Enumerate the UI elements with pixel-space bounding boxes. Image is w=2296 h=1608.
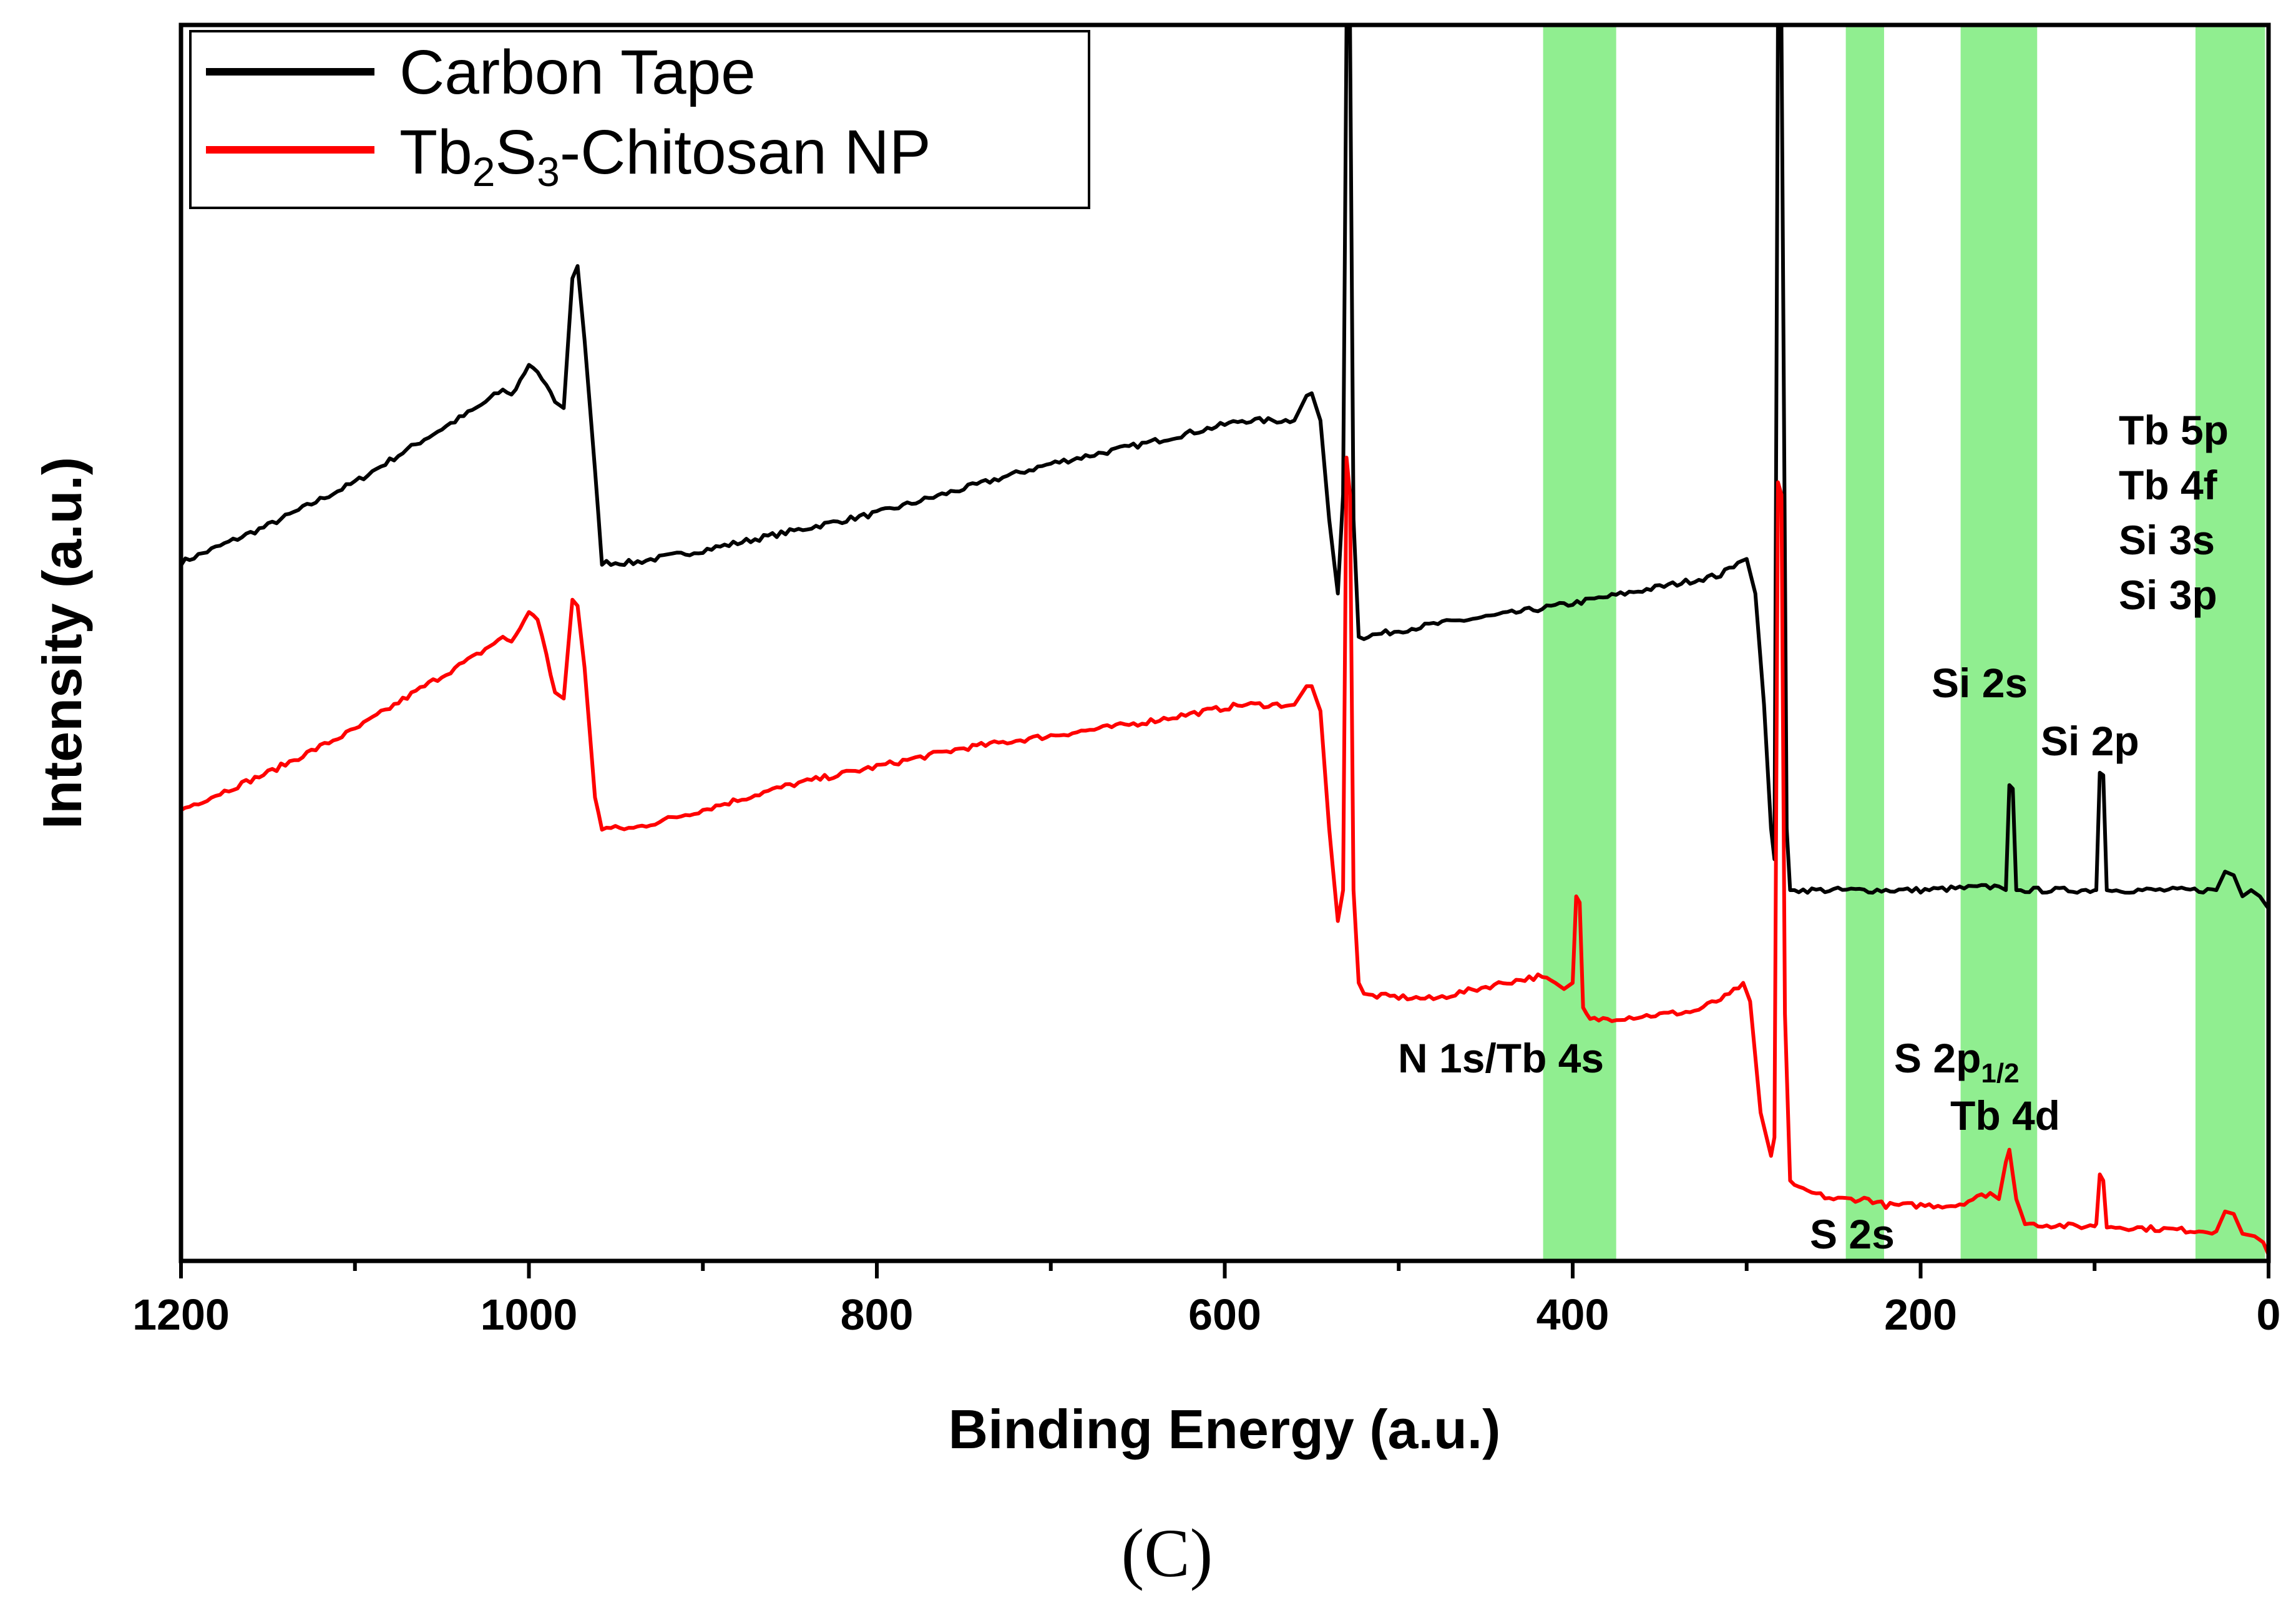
- series-line-tb2s3-chitosan: [180, 456, 2270, 1256]
- annotation-tb-4f: Tb 4f: [2119, 462, 2218, 508]
- legend: Carbon Tape Tb2S3-Chitosan NP: [189, 30, 1090, 209]
- x-axis-title: Binding Energy (a.u.): [949, 1398, 1501, 1460]
- annotation-si-2s: Si 2s: [1932, 660, 2028, 706]
- x-axis-ticks: 1200 1000 800 600 400 200 0: [132, 1261, 2280, 1339]
- legend-box: [189, 30, 1090, 209]
- annotation-s-2s: S 2s: [1810, 1211, 1895, 1257]
- annotation-s-2p: S 2p1/2: [1894, 1035, 2020, 1089]
- x-tick-label: 800: [841, 1290, 914, 1339]
- peak-annotations: Tb 5p Tb 4f Si 3s Si 3p Si 2s Si 2p N 1s…: [1398, 407, 2229, 1257]
- figure-caption: (C): [1121, 1515, 1213, 1591]
- highlight-band-4: [2195, 25, 2265, 1261]
- x-tick-label: 400: [1536, 1290, 1610, 1339]
- highlight-bands: [1543, 25, 2265, 1261]
- annotation-si-2p: Si 2p: [2041, 718, 2139, 764]
- annotation-tb-4d: Tb 4d: [1950, 1092, 2060, 1139]
- annotation-n1s-tb4s: N 1s/Tb 4s: [1398, 1035, 1604, 1081]
- x-tick-label: 1200: [132, 1290, 230, 1339]
- series-lines: [179, 23, 2270, 1256]
- y-axis-title: Intensity (a.u.): [31, 457, 93, 830]
- legend-label-tb2s3-chitosan: Tb2S3-Chitosan NP: [399, 117, 931, 195]
- annotation-tb-5p: Tb 5p: [2119, 407, 2229, 453]
- highlight-band-2: [1845, 25, 1884, 1261]
- legend-label-carbon-tape: Carbon Tape: [399, 37, 756, 107]
- highlight-band-3: [1960, 25, 2038, 1261]
- x-tick-label: 1000: [481, 1290, 578, 1339]
- x-tick-label: 200: [1884, 1290, 1957, 1339]
- annotation-si-3p: Si 3p: [2119, 572, 2217, 618]
- x-tick-label: 600: [1188, 1290, 1261, 1339]
- highlight-band-1: [1543, 25, 1616, 1261]
- annotation-si-3s: Si 3s: [2119, 517, 2215, 563]
- x-tick-label: 0: [2257, 1290, 2281, 1339]
- series-line-carbon-tape: [179, 23, 2270, 910]
